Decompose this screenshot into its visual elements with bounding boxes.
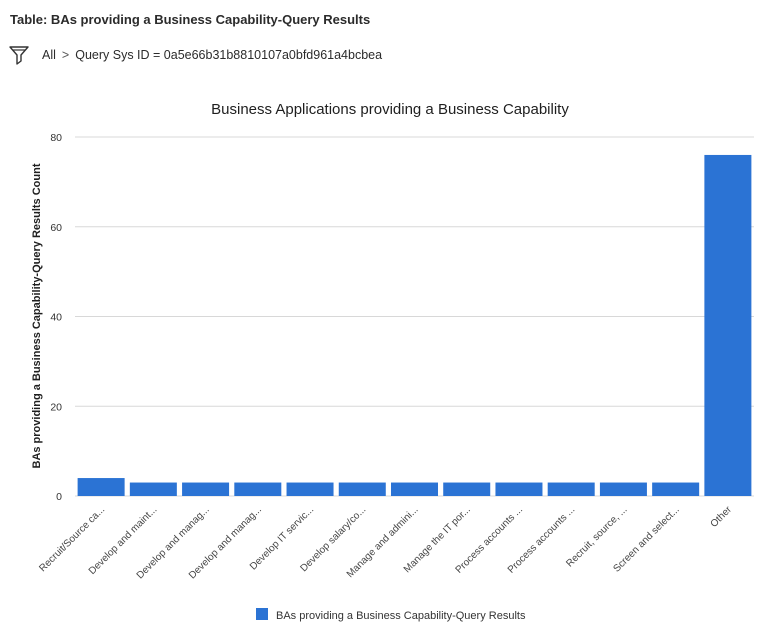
breadcrumb-all-link[interactable]: All [42, 48, 56, 62]
bar[interactable] [704, 154, 752, 496]
y-axis-label: BAs providing a Business Capability-Quer… [31, 163, 43, 468]
filter-funnel-icon[interactable] [8, 44, 30, 66]
bar[interactable] [599, 482, 647, 496]
bar[interactable] [234, 482, 282, 496]
bar[interactable] [443, 482, 491, 496]
table-title: Table: BAs providing a Business Capabili… [10, 12, 371, 27]
bar[interactable] [495, 482, 543, 496]
bar-layer [77, 154, 752, 496]
bar[interactable] [286, 482, 334, 496]
legend-swatch[interactable] [256, 608, 268, 620]
x-tick-layer: Recruit/Source ca...Develop and maint...… [37, 504, 734, 581]
y-tick-label: 60 [50, 222, 62, 234]
bar[interactable] [390, 482, 439, 496]
y-tick-label: 20 [50, 401, 62, 413]
y-tick-label: 40 [50, 312, 62, 324]
breadcrumb-separator: > [61, 48, 70, 62]
y-tick-label: 0 [56, 491, 62, 503]
y-tick-label: 80 [50, 132, 62, 144]
legend-label[interactable]: BAs providing a Business Capability-Quer… [276, 610, 526, 622]
grid-layer [75, 136, 754, 497]
chart-title: Business Applications providing a Busine… [211, 101, 569, 118]
bar[interactable] [338, 482, 386, 496]
bar[interactable] [77, 478, 125, 496]
breadcrumb-query-condition[interactable]: Query Sys ID = 0a5e66b31b8810107a0bfd961… [75, 48, 383, 62]
bar[interactable] [129, 482, 177, 496]
bar[interactable] [182, 482, 230, 496]
bar[interactable] [652, 482, 700, 496]
bar[interactable] [547, 482, 595, 496]
x-tick-label: Other [709, 504, 735, 530]
y-tick-layer: 0 20 40 60 80 [50, 132, 62, 503]
legend[interactable]: BAs providing a Business Capability-Quer… [256, 608, 526, 622]
breadcrumb: All > Query Sys ID = 0a5e66b31b8810107a0… [8, 44, 382, 66]
